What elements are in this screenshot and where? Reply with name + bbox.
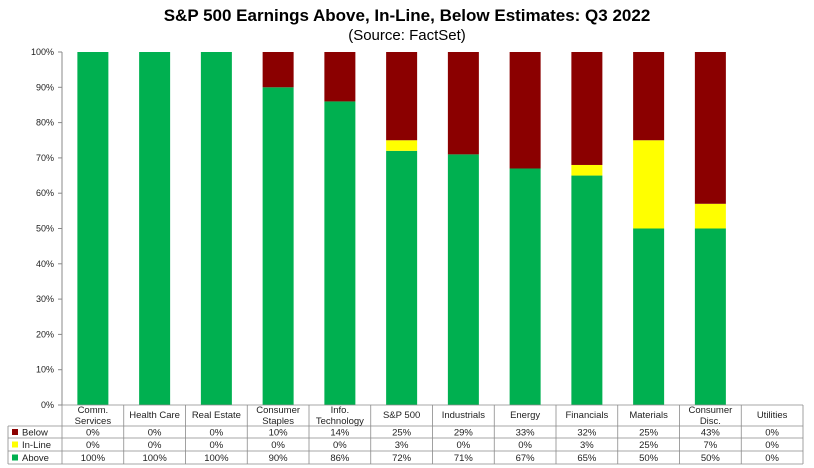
- data-label: 100%: [204, 453, 229, 464]
- data-label: 50%: [701, 453, 721, 464]
- y-tick-label: 100%: [31, 47, 54, 57]
- bar-above-10: [694, 228, 726, 405]
- data-label: 3%: [580, 440, 594, 451]
- data-label: 29%: [454, 428, 474, 439]
- bar-above-5: [386, 150, 418, 405]
- category-label: Energy: [510, 410, 540, 421]
- data-label: 0%: [271, 440, 285, 451]
- category-label: Info.: [331, 405, 350, 416]
- data-label: 0%: [457, 440, 471, 451]
- data-label: 3%: [395, 440, 409, 451]
- bar-below-10: [694, 52, 726, 204]
- bar-inline-10: [694, 203, 726, 229]
- data-label: 43%: [701, 428, 721, 439]
- chart-title: S&P 500 Earnings Above, In-Line, Below E…: [164, 6, 651, 25]
- legend-key-below: [12, 429, 18, 435]
- data-label: 86%: [330, 453, 350, 464]
- bar-above-8: [571, 175, 603, 405]
- category-label: Health Care: [129, 410, 180, 421]
- y-tick-label: 20%: [36, 329, 54, 339]
- data-label: 50%: [639, 453, 659, 464]
- data-label: 0%: [765, 453, 779, 464]
- plot-area: 0% 10% 20% 30% 40% 50% 60% 70% 80% 90% 100%: [31, 47, 726, 410]
- data-label: 0%: [765, 428, 779, 439]
- data-label: 25%: [392, 428, 412, 439]
- bar-below-5: [386, 52, 418, 141]
- data-label: 0%: [333, 440, 347, 451]
- bar-above-6: [447, 154, 479, 405]
- y-tick-label: 70%: [36, 153, 54, 163]
- chart-subtitle: (Source: FactSet): [348, 27, 466, 44]
- data-label: 90%: [269, 453, 289, 464]
- bar-above-9: [633, 228, 665, 405]
- data-label: 100%: [142, 453, 167, 464]
- bar-below-4: [324, 52, 356, 102]
- category-label: Consumer: [688, 405, 732, 416]
- bar-inline-9: [633, 140, 665, 229]
- bar-inline-8: [571, 164, 603, 176]
- category-label: Services: [75, 416, 112, 427]
- y-tick-label: 10%: [36, 365, 54, 375]
- data-label: 0%: [86, 440, 100, 451]
- y-tick-label: 30%: [36, 294, 54, 304]
- data-label: 25%: [639, 428, 659, 439]
- data-label: 71%: [454, 453, 474, 464]
- data-label: 0%: [148, 440, 162, 451]
- category-label: Industrials: [442, 410, 486, 421]
- y-tick-label: 80%: [36, 118, 54, 128]
- category-label: S&P 500: [383, 410, 420, 421]
- bar-above-4: [324, 101, 356, 406]
- data-label: 0%: [518, 440, 532, 451]
- bar-above-2: [200, 52, 232, 405]
- data-label: 0%: [210, 428, 224, 439]
- bar-below-7: [509, 52, 541, 169]
- legend-key-above: [12, 454, 18, 461]
- category-label: Disc.: [700, 416, 721, 427]
- data-label: 14%: [330, 428, 350, 439]
- y-tick-label: 90%: [36, 82, 54, 92]
- category-label: Comm.: [78, 405, 109, 416]
- legend-label: Below: [22, 428, 48, 439]
- data-label: 72%: [392, 453, 412, 464]
- category-label: Real Estate: [192, 410, 241, 421]
- data-label: 32%: [577, 428, 597, 439]
- category-label: Utilities: [757, 410, 788, 421]
- legend-key-inline: [12, 441, 18, 448]
- bar-below-9: [633, 52, 665, 141]
- y-tick-label: 0%: [41, 400, 54, 410]
- data-label: 7%: [704, 440, 718, 451]
- bar-below-6: [447, 52, 479, 155]
- data-label: 100%: [81, 453, 106, 464]
- data-label: 33%: [516, 428, 536, 439]
- data-label: 25%: [639, 440, 659, 451]
- bar-below-8: [571, 52, 603, 165]
- bar-above-1: [139, 52, 171, 405]
- category-label: Technology: [316, 416, 364, 427]
- data-label: 0%: [148, 428, 162, 439]
- bar-inline-5: [386, 140, 418, 151]
- y-tick-label: 40%: [36, 259, 54, 269]
- y-tick-label: 60%: [36, 188, 54, 198]
- category-label: Materials: [629, 410, 668, 421]
- bar-below-3: [262, 52, 294, 88]
- bar-above-3: [262, 87, 294, 406]
- data-label: 65%: [577, 453, 597, 464]
- data-label: 0%: [765, 440, 779, 451]
- bar-above-0: [77, 52, 109, 405]
- data-label: 67%: [516, 453, 536, 464]
- legend-label: Above: [22, 453, 49, 464]
- data-label: 10%: [269, 428, 289, 439]
- category-label: Staples: [262, 416, 294, 427]
- data-label: 0%: [86, 428, 100, 439]
- category-label: Consumer: [256, 405, 300, 416]
- legend-label: In-Line: [22, 440, 51, 451]
- data-label: 0%: [210, 440, 224, 451]
- category-label: Financials: [565, 410, 608, 421]
- y-tick-label: 50%: [36, 224, 54, 234]
- data-table: Comm.Services Health Care Real Estate Consu…: [7, 404, 804, 465]
- bar-above-7: [509, 168, 541, 405]
